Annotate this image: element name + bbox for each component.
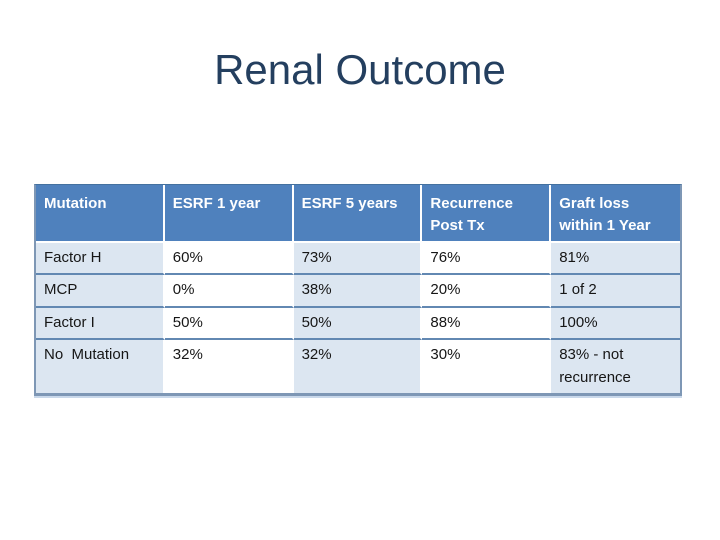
table-cell: 38% bbox=[293, 275, 423, 308]
table-cell: MCP bbox=[36, 275, 165, 308]
table-cell: 32% bbox=[164, 340, 294, 393]
table-cell: 30% bbox=[422, 340, 552, 393]
table-cell: 88% bbox=[422, 307, 552, 340]
col-header-esrf-5-years: ESRF 5 years bbox=[293, 185, 423, 243]
table-cell: 20% bbox=[422, 275, 552, 308]
table-cell: No Mutation bbox=[36, 340, 165, 393]
col-header-esrf-1-year: ESRF 1 year bbox=[164, 185, 294, 243]
table-cell: Factor H bbox=[36, 242, 165, 275]
table-cell: 50% bbox=[164, 307, 294, 340]
table-cell: 0% bbox=[164, 275, 294, 308]
renal-outcome-table: Mutation ESRF 1 year ESRF 5 years Recurr… bbox=[34, 184, 682, 396]
table-cell: 73% bbox=[293, 242, 423, 275]
table-cell: 76% bbox=[422, 242, 552, 275]
table-cell: 100% bbox=[551, 307, 680, 340]
table-row-factor-i: Factor I 50% 50% 88% 100% bbox=[36, 307, 680, 340]
table-row-mcp: MCP 0% 38% 20% 1 of 2 bbox=[36, 275, 680, 308]
slide-title: Renal Outcome bbox=[214, 46, 506, 93]
table-row-no-mutation: No Mutation 32% 32% 30% 83% - not recurr… bbox=[36, 340, 680, 393]
table-cell: 60% bbox=[164, 242, 294, 275]
table-cell: 32% bbox=[293, 340, 423, 393]
col-header-graft-loss: Graft loss within 1 Year bbox=[551, 185, 680, 243]
table-cell: 81% bbox=[551, 242, 680, 275]
table-header-row: Mutation ESRF 1 year ESRF 5 years Recurr… bbox=[36, 185, 680, 243]
table-cell: 83% - not recurrence bbox=[551, 340, 680, 393]
table-cell: 1 of 2 bbox=[551, 275, 680, 308]
col-header-mutation: Mutation bbox=[36, 185, 165, 243]
col-header-recurrence-post-tx: Recurrence Post Tx bbox=[422, 185, 552, 243]
table-cell: 50% bbox=[293, 307, 423, 340]
table-cell: Factor I bbox=[36, 307, 165, 340]
table-row-factor-h: Factor H 60% 73% 76% 81% bbox=[36, 242, 680, 275]
